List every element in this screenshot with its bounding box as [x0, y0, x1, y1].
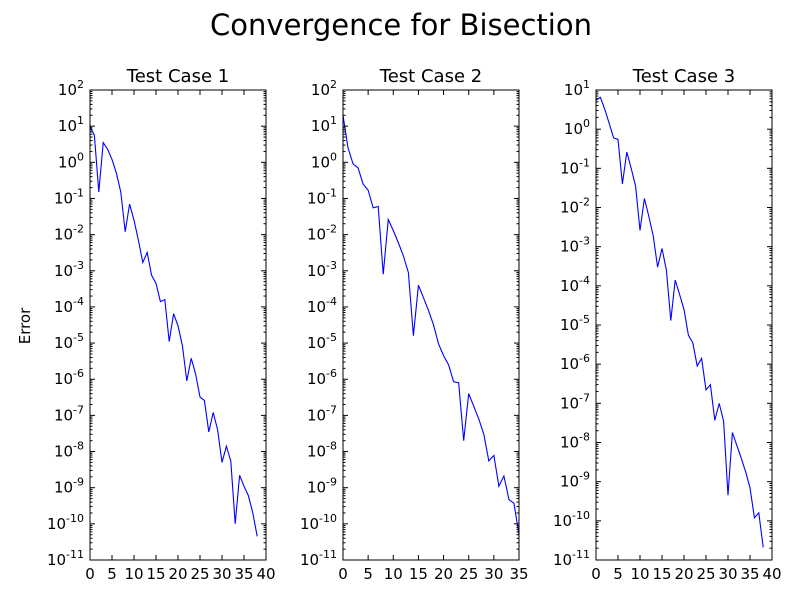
y-tick-label: 101 — [311, 114, 337, 135]
y-tick-label: 10-8 — [54, 440, 84, 461]
x-tick-label: 5 — [107, 565, 117, 583]
y-tick-label: 10-10 — [553, 509, 590, 530]
y-tick-label: 100 — [564, 117, 590, 138]
y-tick-label: 10-6 — [54, 367, 84, 388]
y-tick-label: 10-6 — [560, 352, 590, 373]
y-tick-label: 10-9 — [54, 476, 84, 497]
y-tick-label: 10-5 — [54, 331, 84, 352]
panel-title: Test Case 2 — [379, 66, 482, 87]
y-tick-label: 100 — [311, 150, 337, 171]
x-tick-label: 25 — [190, 565, 209, 583]
y-tick-label: 102 — [58, 78, 84, 99]
y-tick-label: 10-10 — [47, 512, 84, 533]
panel-title: Test Case 3 — [632, 66, 735, 87]
y-tick-label: 10-6 — [307, 367, 337, 388]
x-tick-label: 15 — [409, 565, 428, 583]
panel-title: Test Case 1 — [126, 66, 229, 87]
y-tick-label: 10-1 — [54, 186, 84, 207]
panels: Test Case 10 5 10 15 20 25 30 35 4010-1110-1010-… — [47, 66, 782, 583]
x-tick-label: 30 — [212, 565, 231, 583]
x-tick-label: 0 — [338, 565, 348, 583]
figure-title: Convergence for Bisection — [210, 8, 592, 42]
x-tick-label: 10 — [384, 565, 403, 583]
y-tick-label: 10-3 — [307, 259, 337, 280]
y-tick-label: 10-3 — [54, 259, 84, 280]
y-tick-label: 102 — [311, 78, 337, 99]
series-line — [596, 96, 764, 548]
panel-3: Test Case 3 0 5 10 15 20 25 30 35 40 10-11 10-10 10-… — [553, 66, 782, 583]
x-tick-label: 20 — [674, 565, 693, 583]
x-tick-label: 0 — [591, 565, 601, 583]
y-tick-label: 10-11 — [300, 548, 337, 569]
y-tick-label: 10-8 — [560, 431, 590, 452]
y-tick-label: 10-5 — [560, 313, 590, 334]
x-tick-label: 40 — [762, 565, 781, 583]
x-tick-label: 20 — [168, 565, 187, 583]
y-tick-label: 100 — [58, 150, 84, 171]
x-tick-label: 25 — [696, 565, 715, 583]
x-tick-label: 0 — [85, 565, 95, 583]
y-tick-label: 10-4 — [560, 274, 590, 295]
y-tick-label: 10-10 — [300, 512, 337, 533]
y-tick-label: 10-4 — [54, 295, 84, 316]
panel-1: Test Case 1 0 5 10 15 20 25 30 35 40 10-11 10-10 10-… — [47, 66, 276, 583]
y-tick-label: 10-2 — [307, 223, 337, 244]
y-tick-label: 10-5 — [307, 331, 337, 352]
series-line — [90, 125, 258, 537]
x-tick-label: 30 — [718, 565, 737, 583]
x-tick-label: 5 — [613, 565, 623, 583]
y-tick-label: 10-9 — [307, 476, 337, 497]
y-tick-label: 10-1 — [560, 156, 590, 177]
x-tick-label: 25 — [459, 565, 478, 583]
x-tick-label: 10 — [124, 565, 143, 583]
x-tick-label: 35 — [234, 565, 253, 583]
y-tick-label: 10-1 — [307, 186, 337, 207]
y-tick-label: 10-9 — [560, 470, 590, 491]
y-tick-label: 10-4 — [307, 295, 337, 316]
y-tick-label: 10-7 — [307, 403, 337, 424]
y-tick-label: 10-8 — [307, 440, 337, 461]
x-tick-label: 40 — [256, 565, 275, 583]
x-tick-label: 5 — [363, 565, 373, 583]
x-tick-label: 10 — [630, 565, 649, 583]
panel-2: Test Case 2 0 5 10 15 20 25 30 35 10-11 10-10 10-9 1… — [300, 66, 529, 583]
x-tick-label: 15 — [652, 565, 671, 583]
y-tick-label: 101 — [58, 114, 84, 135]
x-tick-label: 35 — [509, 565, 528, 583]
y-tick-label: 10-3 — [560, 235, 590, 256]
x-tick-label: 30 — [484, 565, 503, 583]
y-tick-label: 10-7 — [560, 391, 590, 412]
x-tick-label: 20 — [434, 565, 453, 583]
y-tick-label: 10-7 — [54, 403, 84, 424]
y-tick-label: 10-11 — [47, 548, 84, 569]
series-line — [343, 115, 519, 535]
x-tick-label: 15 — [146, 565, 165, 583]
y-axis-label: Error — [16, 307, 34, 344]
y-tick-label: 10-2 — [560, 196, 590, 217]
x-tick-label: 35 — [740, 565, 759, 583]
y-tick-label: 10-2 — [54, 223, 84, 244]
axes-frame — [342, 89, 520, 561]
y-tick-label: 10-11 — [553, 548, 590, 569]
y-tick-label: 101 — [564, 78, 590, 99]
